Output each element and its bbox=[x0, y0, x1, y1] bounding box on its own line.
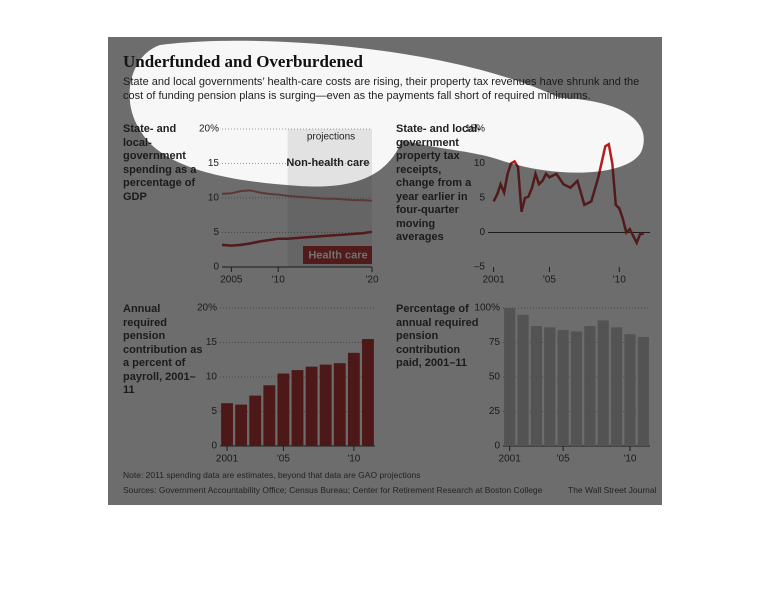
y-tick-label: 5 bbox=[479, 193, 485, 204]
x-tick-label: '10 bbox=[347, 454, 360, 465]
bar bbox=[570, 331, 583, 446]
bar bbox=[610, 327, 623, 446]
y-tick-label: 0 bbox=[213, 262, 219, 273]
annotation: projections bbox=[307, 132, 355, 143]
bar bbox=[504, 308, 516, 446]
bar bbox=[544, 327, 556, 446]
x-tick-label: 2001 bbox=[499, 454, 522, 465]
x-tick-label: 2001 bbox=[216, 454, 239, 465]
x-tick-label: '10 bbox=[623, 454, 636, 465]
bar bbox=[624, 334, 636, 446]
bar bbox=[305, 366, 318, 446]
y-tick-label: 15% bbox=[465, 124, 485, 135]
bar bbox=[333, 363, 346, 446]
x-tick-label: '05 bbox=[277, 454, 290, 465]
y-tick-label: 5 bbox=[213, 227, 219, 238]
bar bbox=[362, 339, 374, 446]
bar bbox=[530, 325, 543, 446]
bar bbox=[517, 314, 529, 446]
y-tick-label: 75 bbox=[489, 337, 501, 348]
series-label: Non-health care bbox=[286, 157, 369, 169]
y-tick-label: 50 bbox=[489, 372, 501, 383]
bar bbox=[597, 320, 609, 446]
bar bbox=[221, 403, 233, 446]
bar bbox=[584, 325, 596, 446]
y-tick-label: 100% bbox=[474, 303, 500, 314]
bar bbox=[277, 373, 290, 446]
y-tick-label: 10 bbox=[474, 158, 486, 169]
x-tick-label: '20 bbox=[365, 275, 378, 286]
y-tick-label: 5 bbox=[211, 406, 217, 417]
bar bbox=[557, 330, 569, 446]
bar bbox=[263, 385, 276, 446]
y-tick-label: 0 bbox=[211, 441, 217, 452]
y-tick-label: 20% bbox=[197, 303, 217, 314]
y-tick-label: 15 bbox=[206, 337, 218, 348]
y-tick-label: 15 bbox=[208, 158, 220, 169]
y-tick-label: 10 bbox=[208, 193, 220, 204]
y-tick-label: –5 bbox=[474, 262, 486, 273]
bar bbox=[249, 395, 262, 446]
bar bbox=[235, 404, 248, 446]
x-tick-label: '10 bbox=[613, 275, 626, 286]
x-tick-label: '05 bbox=[557, 454, 570, 465]
y-tick-label: 25 bbox=[489, 406, 501, 417]
bar bbox=[347, 352, 360, 446]
y-tick-label: 0 bbox=[494, 441, 500, 452]
x-tick-label: '05 bbox=[543, 275, 556, 286]
data-line bbox=[492, 142, 644, 246]
y-tick-label: 20% bbox=[199, 124, 219, 135]
bar bbox=[291, 370, 304, 446]
x-tick-label: 2001 bbox=[482, 275, 505, 286]
y-tick-label: 10 bbox=[206, 372, 218, 383]
series-label: Health care bbox=[308, 249, 367, 261]
x-tick-label: 2005 bbox=[220, 275, 243, 286]
y-tick-label: 0 bbox=[479, 227, 485, 238]
x-tick-label: '10 bbox=[272, 275, 285, 286]
bar bbox=[637, 336, 649, 446]
bar bbox=[319, 364, 332, 446]
